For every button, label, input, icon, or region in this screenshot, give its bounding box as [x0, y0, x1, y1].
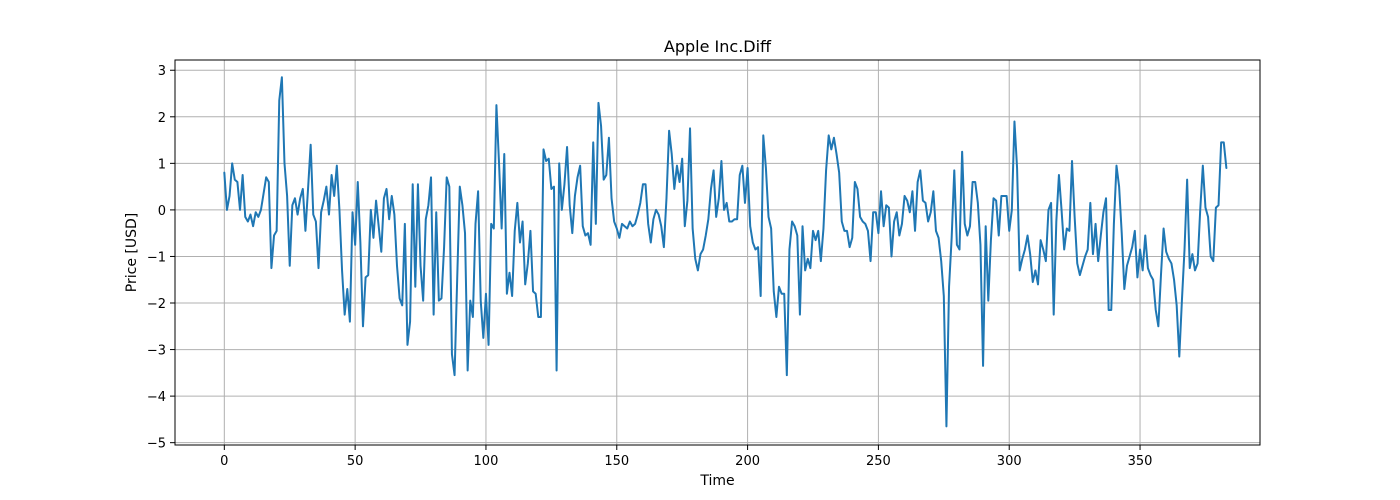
- series-line: [223, 76, 1228, 428]
- x-tick-label: 100: [474, 454, 499, 469]
- plot-area: [223, 76, 1228, 428]
- x-tick-label: 350: [1128, 454, 1153, 469]
- y-tick-label: 3: [158, 64, 166, 79]
- y-tick-label: −1: [147, 250, 166, 265]
- x-tick-label: 200: [735, 454, 760, 469]
- y-tick-label: −2: [147, 297, 166, 312]
- y-tick-label: 0: [158, 204, 166, 219]
- x-tick-label: 50: [347, 454, 364, 469]
- x-axis-ticks: 0 50 100 150 200 250 300 350: [220, 445, 1152, 469]
- y-tick-label: −5: [147, 437, 166, 452]
- y-axis-label: Price [USD]: [124, 213, 140, 292]
- chart-title: Apple Inc.Diff: [664, 37, 772, 56]
- x-axis-label: Time: [699, 473, 734, 489]
- x-tick-label: 300: [997, 454, 1022, 469]
- x-tick-label: 250: [866, 454, 891, 469]
- y-axis-ticks: −5 −4 −3 −2 −1 0 1 2 3: [147, 64, 175, 452]
- y-tick-label: −3: [147, 344, 166, 359]
- y-tick-label: 2: [158, 111, 166, 126]
- axes-frame: [174, 59, 1261, 446]
- y-tick-label: −4: [147, 390, 166, 405]
- x-tick-label: 150: [604, 454, 629, 469]
- x-tick-label: 0: [220, 454, 228, 469]
- y-tick-label: 1: [158, 157, 166, 172]
